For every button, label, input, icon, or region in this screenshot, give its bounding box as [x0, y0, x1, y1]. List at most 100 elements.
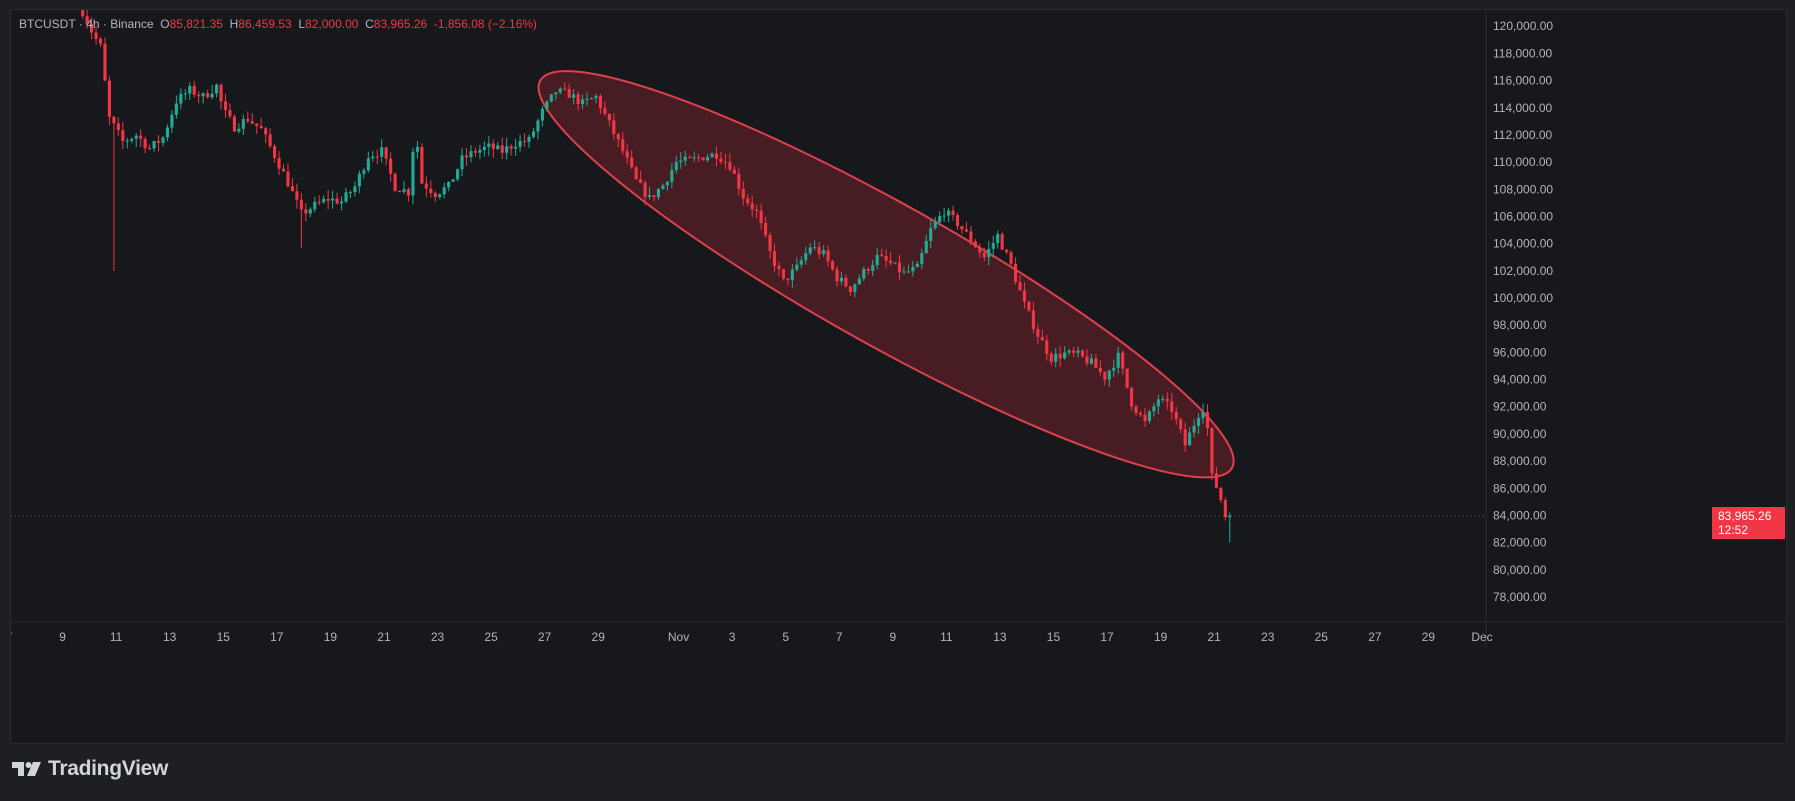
x-tick-label: 23 [1261, 630, 1275, 644]
candle-body [384, 147, 388, 159]
candle-body [625, 151, 629, 158]
y-tick-label: 88,000.00 [1493, 454, 1547, 468]
candle-body [915, 263, 919, 267]
x-tick-label: 21 [1208, 630, 1222, 644]
y-tick-label: 110,000.00 [1493, 155, 1552, 169]
x-tick-label: 13 [993, 630, 1007, 644]
candle-body [326, 198, 330, 201]
candle-body [938, 216, 942, 223]
x-tick-label: 27 [538, 630, 552, 644]
candle-body [813, 247, 817, 249]
candles [81, 10, 1232, 543]
candle-body [255, 123, 259, 126]
candle-body [1094, 358, 1098, 368]
candle-body [1201, 411, 1205, 418]
candle-body [1188, 432, 1192, 446]
candle-body [545, 101, 549, 109]
candle-body [299, 199, 303, 210]
candle-body [273, 146, 277, 158]
candle-body [1183, 429, 1187, 446]
candle-body [322, 198, 326, 203]
candle-body [389, 158, 393, 174]
candle-body [130, 138, 134, 141]
bar-countdown: 12:52 [1718, 522, 1749, 537]
candle-body [214, 84, 219, 94]
last-price-tag: 83,965.26 12:52 [1712, 506, 1785, 539]
candle-body [1174, 411, 1178, 420]
candle-body [558, 88, 562, 93]
y-tick-label: 100,000.00 [1493, 291, 1553, 305]
x-tick-label: 7 [836, 630, 843, 644]
candle-body [98, 38, 103, 44]
candle-body [911, 266, 915, 272]
tradingview-logo-icon [12, 762, 41, 776]
candle-body [85, 16, 89, 24]
candle-body [540, 108, 544, 121]
y-tick-label: 112,000.00 [1493, 128, 1552, 142]
candle-body [1098, 367, 1102, 372]
brand-name: TradingView [48, 757, 169, 780]
candle-body [201, 93, 205, 97]
candle-body [714, 153, 719, 159]
candle-body [643, 182, 647, 197]
candle-body [415, 147, 419, 152]
candle-body [1112, 367, 1116, 371]
candle-body [210, 93, 214, 98]
highlight-ellipse [537, 70, 1235, 479]
candle-body [576, 94, 580, 105]
highlight-ellipse-shape [537, 70, 1235, 479]
candle-body [920, 253, 924, 264]
chart-panel[interactable]: 78,000.00 80,000.00 82,000.00 84,000.00 86,0… [10, 9, 1787, 744]
y-tick-label: 96,000.00 [1493, 345, 1547, 359]
candle-body [848, 286, 852, 292]
candle-body [973, 241, 977, 248]
candle-body [531, 131, 536, 137]
candle-body [393, 173, 397, 191]
candle-body [286, 171, 290, 187]
candle-body [991, 243, 995, 249]
candle-body [402, 189, 406, 193]
candle-body [317, 201, 321, 203]
x-tick-label: 5 [782, 630, 789, 644]
close-label: C [365, 17, 374, 31]
open-value: 85,821.35 [169, 17, 223, 31]
symbol-label[interactable]: BTCUSDT [19, 17, 76, 31]
candle-body [951, 210, 955, 216]
x-tick-label: 15 [217, 630, 231, 644]
candle-body [594, 95, 598, 99]
candle-body [764, 222, 768, 236]
candle-body [1072, 350, 1076, 353]
x-tick-label: 9 [59, 630, 66, 644]
candle-body [456, 169, 460, 180]
candle-body [683, 156, 687, 161]
candle-body [442, 187, 446, 195]
candle-body [1228, 515, 1232, 518]
candle-body [125, 140, 129, 142]
candle-body [906, 271, 910, 273]
candle-body [996, 234, 1000, 244]
x-tick-label: 7 [11, 630, 13, 644]
candle-body [295, 191, 299, 200]
candle-body [670, 170, 674, 182]
interval-label[interactable]: 4h [86, 17, 100, 31]
candle-body [1107, 370, 1111, 380]
price-chart[interactable]: 78,000.00 80,000.00 82,000.00 84,000.00 86,0… [11, 10, 1786, 743]
candle-body [929, 228, 933, 241]
footer-brand[interactable]: TradingView [12, 757, 168, 781]
y-tick-label: 84,000.00 [1493, 508, 1547, 522]
low-label: L [298, 17, 306, 31]
candle-body [380, 147, 384, 157]
candle-body [1223, 500, 1227, 518]
candle-body [139, 135, 143, 139]
candle-body [554, 92, 558, 95]
candle-body [772, 251, 777, 266]
candle-body [420, 147, 424, 184]
candle-body [134, 135, 138, 139]
candle-body [1005, 249, 1009, 253]
candle-body [509, 146, 513, 149]
x-tick-label: 19 [324, 630, 338, 644]
candle-body [964, 229, 969, 232]
candle-body [112, 116, 116, 124]
candle-body [1192, 425, 1196, 433]
candle-body [924, 240, 928, 254]
